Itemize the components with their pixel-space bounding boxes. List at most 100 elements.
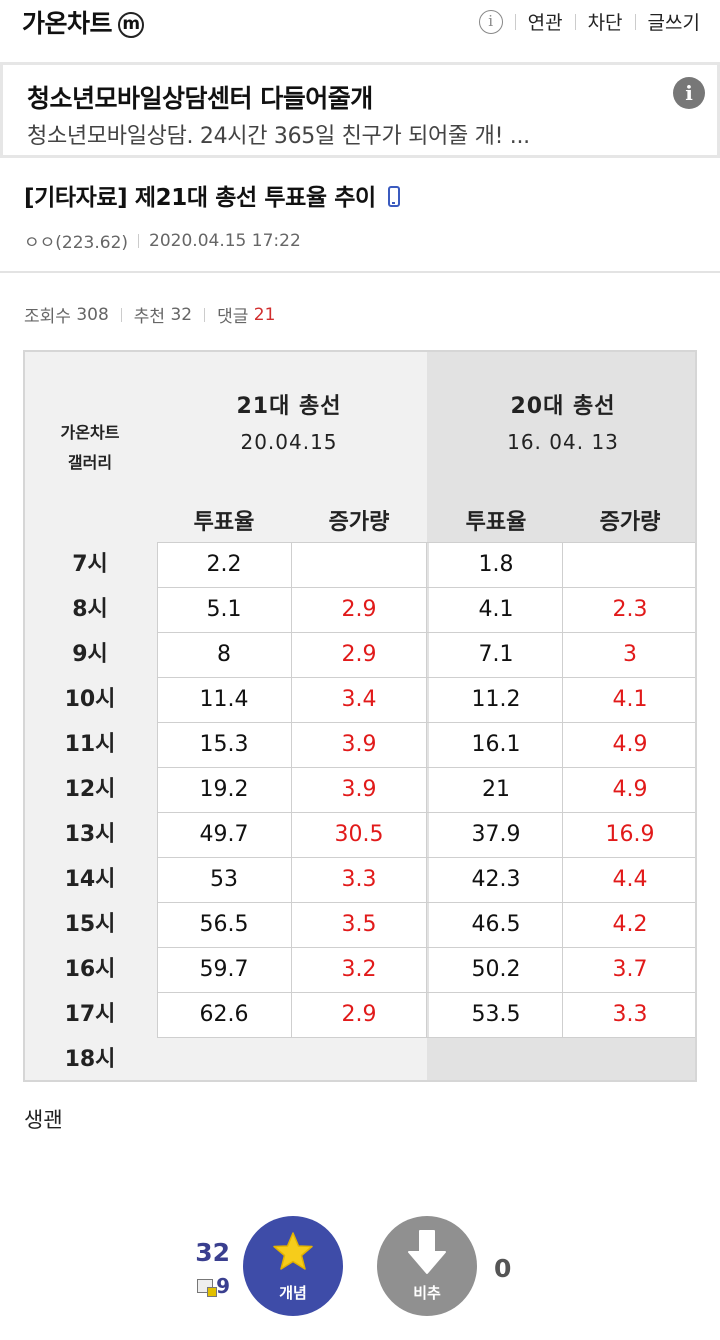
turnout-cell: 7.1 xyxy=(429,632,563,677)
turnout-cell: 21 xyxy=(429,767,563,812)
grid-line xyxy=(157,947,695,948)
post-title: [기타자료] 제21대 총선 투표율 추이 xyxy=(24,178,400,212)
grid-line xyxy=(157,902,695,903)
gallery-title[interactable]: 가온차트 m xyxy=(22,4,145,40)
group-21-name: 21대 총선 xyxy=(236,394,342,419)
increase-cell: 4.9 xyxy=(563,722,695,767)
turnout-cell: 37.9 xyxy=(429,812,563,857)
group-21-header: 21대 총선 20.04.15 xyxy=(155,388,423,454)
star-icon xyxy=(273,1232,313,1270)
nav-write[interactable]: 글쓰기 xyxy=(647,12,700,34)
fixed-upvote-count: 9 xyxy=(216,1274,230,1298)
grid-line xyxy=(426,542,427,1037)
grid-line xyxy=(157,857,695,858)
turnout-cell: 4.1 xyxy=(429,587,563,632)
grid-line xyxy=(157,992,695,993)
turnout-table-image[interactable]: 가온차트 갤러리 21대 총선 20.04.15 20대 총선 16. 04. … xyxy=(23,350,697,1082)
ad-banner[interactable]: 청소년모바일상담센터 다들어줄개 청소년모바일상담. 24시간 365일 친구가… xyxy=(0,62,720,158)
hour-label: 14시 xyxy=(64,867,116,892)
turnout-cell: 19.2 xyxy=(157,767,291,812)
upvote-button[interactable]: 개념 xyxy=(243,1216,343,1316)
grid-line xyxy=(157,1037,695,1038)
increase-cell: 4.1 xyxy=(563,677,695,722)
nav-divider xyxy=(514,13,516,30)
increase-cell xyxy=(563,542,695,587)
grid-line xyxy=(157,632,695,633)
corner-line-2: 갤러리 xyxy=(67,453,113,472)
turnout-cell: 16.1 xyxy=(429,722,563,767)
hour-label: 9시 xyxy=(72,642,108,667)
hour-label: 10시 xyxy=(64,687,116,712)
subheader-rate-21: 투표율 xyxy=(193,510,255,535)
comments-label[interactable]: 댓글 xyxy=(217,307,249,327)
group-20-date: 16. 04. 13 xyxy=(507,430,619,454)
info-icon[interactable]: i xyxy=(478,9,503,34)
hour-label: 13시 xyxy=(64,822,116,847)
increase-cell: 3.5 xyxy=(292,902,426,947)
upvote-label: 개념 xyxy=(279,1284,307,1302)
increase-cell: 3.9 xyxy=(292,767,426,812)
increase-cell: 3.2 xyxy=(292,947,426,992)
post-title-text: [기타자료] 제21대 총선 투표율 추이 xyxy=(24,185,376,211)
increase-cell: 4.4 xyxy=(563,857,695,902)
turnout-cell: 49.7 xyxy=(157,812,291,857)
comments-count[interactable]: 21 xyxy=(253,304,276,325)
views-count: 308 xyxy=(76,304,109,325)
ad-title[interactable]: 청소년모바일상담센터 다들어줄개 xyxy=(27,84,373,113)
grid-line xyxy=(157,722,695,723)
hour-label: 16시 xyxy=(64,957,116,982)
increase-cell: 3 xyxy=(563,632,695,677)
ad-info-icon[interactable]: i xyxy=(673,77,705,109)
turnout-cell: 8 xyxy=(157,632,291,677)
grid-line xyxy=(157,587,695,588)
nav-block[interactable]: 차단 xyxy=(587,12,623,34)
downvote-label: 비추 xyxy=(413,1284,441,1302)
grid-line xyxy=(157,542,158,1037)
hour-label: 11시 xyxy=(64,732,116,757)
increase-cell: 3.3 xyxy=(563,992,695,1037)
downvote-button[interactable]: 비추 xyxy=(377,1216,477,1316)
turnout-cell: 53.5 xyxy=(429,992,563,1037)
turnout-cell: 56.5 xyxy=(157,902,291,947)
nav-related[interactable]: 연관 xyxy=(527,12,563,34)
grid-line xyxy=(157,767,695,768)
increase-cell: 2.9 xyxy=(292,587,426,632)
turnout-cell: 1.8 xyxy=(429,542,563,587)
table-corner-label: 가온차트 갤러리 xyxy=(25,418,155,478)
nav-divider xyxy=(634,13,636,30)
subheader-rate-20: 투표율 xyxy=(465,510,527,535)
increase-cell: 2.9 xyxy=(292,992,426,1037)
hour-label: 15시 xyxy=(64,912,116,937)
gallery-title-text: 가온차트 xyxy=(22,9,113,38)
turnout-cell: 53 xyxy=(157,857,291,902)
hour-label: 17시 xyxy=(64,1002,116,1027)
mini-gallery-badge: m xyxy=(118,12,145,38)
grid-line xyxy=(157,812,695,813)
turnout-cell: 59.7 xyxy=(157,947,291,992)
turnout-cell: 5.1 xyxy=(157,587,291,632)
turnout-cell: 11.4 xyxy=(157,677,291,722)
increase-cell: 3.3 xyxy=(292,857,426,902)
rec-count: 32 xyxy=(170,304,193,325)
increase-cell: 4.9 xyxy=(563,767,695,812)
mobile-icon xyxy=(387,186,400,207)
post-author[interactable]: ㅇㅇ(223.62) xyxy=(24,233,129,253)
turnout-cell: 46.5 xyxy=(429,902,563,947)
post-date: 2020.04.15 17:22 xyxy=(149,230,301,251)
arrow-down-icon xyxy=(408,1230,446,1274)
hour-label: 12시 xyxy=(64,777,116,802)
increase-cell: 30.5 xyxy=(292,812,426,857)
turnout-cell: 50.2 xyxy=(429,947,563,992)
grid-line xyxy=(291,542,292,1037)
grid-line xyxy=(157,677,695,678)
ad-description[interactable]: 청소년모바일상담. 24시간 365일 친구가 되어줄 개! ... xyxy=(27,124,530,149)
group-20-header: 20대 총선 16. 04. 13 xyxy=(427,388,695,454)
increase-cell: 3.9 xyxy=(292,722,426,767)
meta-divider xyxy=(138,233,140,248)
increase-cell: 2.3 xyxy=(563,587,695,632)
turnout-cell: 15.3 xyxy=(157,722,291,767)
top-bar: 가온차트 m i 연관 차단 글쓰기 xyxy=(0,0,720,48)
post-meta: ㅇㅇ(223.62) 2020.04.15 17:22 xyxy=(24,228,301,254)
increase-cell: 2.9 xyxy=(292,632,426,677)
hour-label: 8시 xyxy=(72,597,108,622)
